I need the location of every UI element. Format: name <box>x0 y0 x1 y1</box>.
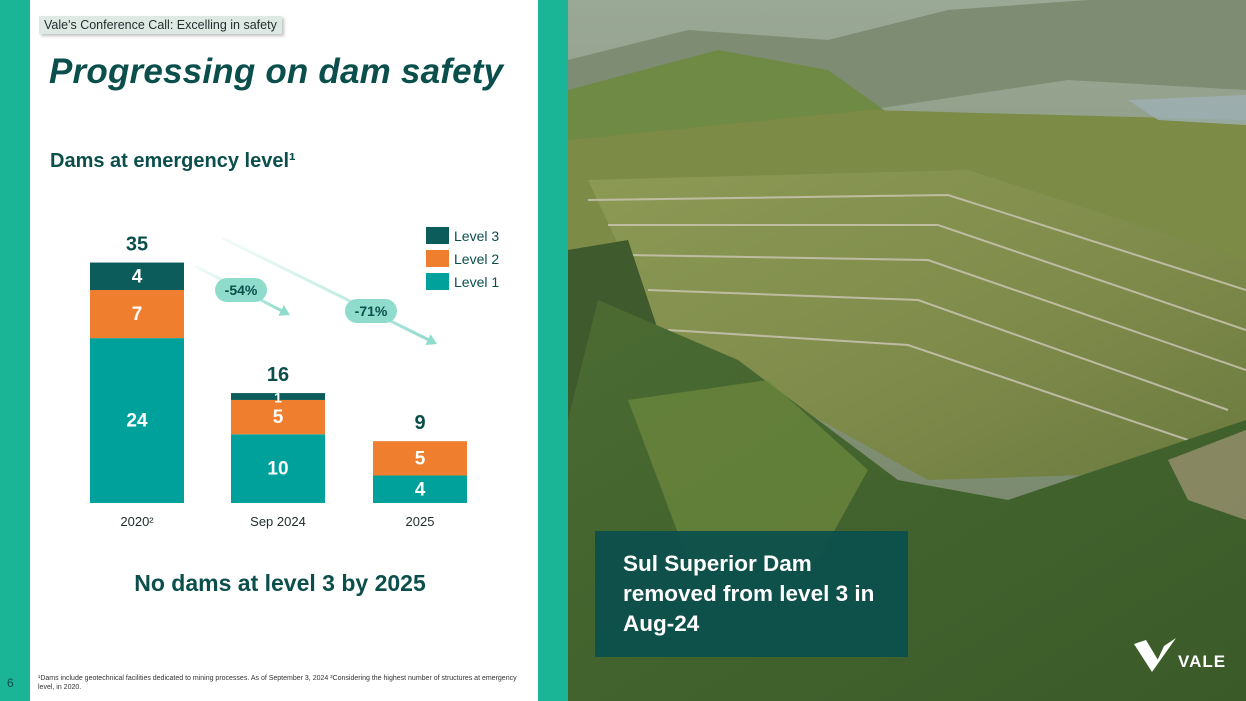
trend-change-pill <box>215 278 267 302</box>
trend-change-label: -71% <box>355 303 388 319</box>
x-tick-label: 2020² <box>120 514 154 529</box>
x-tick-label: 2025 <box>406 514 435 529</box>
bar-segment-level-1 <box>231 434 325 503</box>
legend-label: Level 3 <box>454 228 499 244</box>
legend-swatch <box>426 227 449 244</box>
topic-tag: Vale's Conference Call: Excelling in saf… <box>39 16 282 34</box>
legend-label: Level 2 <box>454 251 499 267</box>
takeaway-text: No dams at level 3 by 2025 <box>134 570 426 596</box>
footnote: ¹Dams include geotechnical facilities de… <box>38 675 517 691</box>
bar-value-label: 7 <box>132 304 143 325</box>
divider-strip <box>538 0 568 701</box>
vale-logo-text: VALE <box>1178 652 1227 671</box>
trend-arrow-line <box>221 236 432 343</box>
page-number: 6 <box>7 676 14 690</box>
legend-label: Level 1 <box>454 274 499 290</box>
bar-total-label: 9 <box>414 412 425 434</box>
page-title: Progressing on dam safety <box>49 52 504 91</box>
bar-value-label: 24 <box>126 411 148 432</box>
bar-value-label: 5 <box>273 407 284 428</box>
chart-subtitle: Dams at emergency level¹ <box>50 150 296 172</box>
bar-segment-level-2 <box>373 441 467 476</box>
bar-value-label: 1 <box>274 390 282 406</box>
bar-segment-level-2 <box>231 399 325 435</box>
bar-segment-level-3 <box>90 262 184 291</box>
bar-segment-level-1 <box>90 338 184 503</box>
left-accent-strip <box>0 0 30 701</box>
vale-logo <box>1134 638 1176 672</box>
legend-swatch <box>426 273 449 290</box>
bar-segment-level-2 <box>90 290 184 339</box>
bar-segment-level-1 <box>373 475 467 503</box>
trend-arrow-head <box>425 334 437 345</box>
bar-value-label: 4 <box>132 266 143 287</box>
bar-total-label: 16 <box>267 364 289 386</box>
photo-caption: Sul Superior Dam removed from level 3 in… <box>595 531 908 657</box>
legend-swatch <box>426 250 449 267</box>
trend-arrow-head <box>278 305 290 316</box>
trend-change-pill <box>345 299 397 323</box>
bar-value-label: 10 <box>267 459 288 480</box>
x-tick-label: Sep 2024 <box>250 514 306 529</box>
bar-value-label: 5 <box>415 448 426 469</box>
bar-segment-level-3 <box>231 393 325 400</box>
bar-total-label: 35 <box>126 234 148 256</box>
bar-value-label: 4 <box>415 479 426 500</box>
trend-change-label: -54% <box>225 282 258 298</box>
